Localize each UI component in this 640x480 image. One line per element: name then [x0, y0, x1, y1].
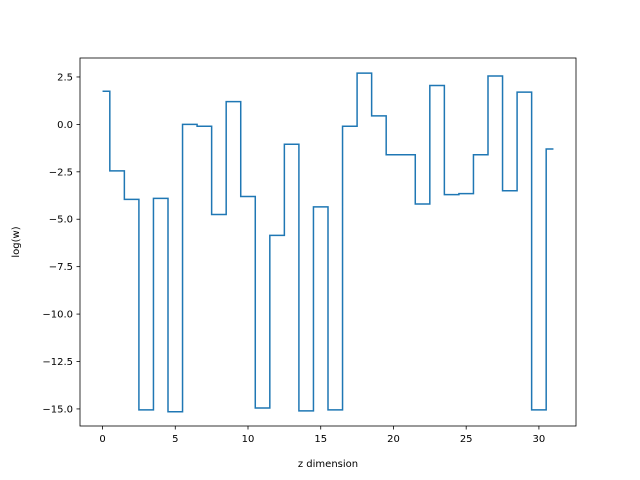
- y-tick-label: −5.0: [49, 215, 73, 226]
- x-tick-label: 5: [172, 434, 178, 445]
- x-axis: 0 5 10 15 20 25 30: [99, 426, 545, 445]
- x-tick-label: 15: [314, 434, 327, 445]
- x-tick-label: 30: [533, 434, 546, 445]
- y-axis-label: log(w): [11, 226, 22, 257]
- y-tick-label: −12.5: [42, 357, 73, 368]
- plot-frame: [79, 57, 577, 427]
- y-tick-label: −15.0: [42, 404, 73, 415]
- x-axis-label: z dimension: [298, 459, 358, 470]
- x-tick-label: 25: [460, 434, 473, 445]
- series-line: [102, 72, 554, 413]
- x-tick-label: 20: [387, 434, 400, 445]
- y-tick-label: 2.5: [57, 72, 73, 83]
- x-tick-label: 10: [242, 434, 255, 445]
- x-tick-label: 0: [99, 434, 105, 445]
- y-tick-label: 0.0: [57, 120, 73, 131]
- series-layer: [102, 72, 554, 413]
- y-tick-label: −7.5: [49, 262, 73, 273]
- y-axis: 2.5 0.0 −2.5 −5.0 −7.5 −10.0 −12.5 −15.0: [42, 72, 80, 415]
- y-tick-label: −10.0: [42, 310, 73, 321]
- y-tick-label: −2.5: [49, 167, 73, 178]
